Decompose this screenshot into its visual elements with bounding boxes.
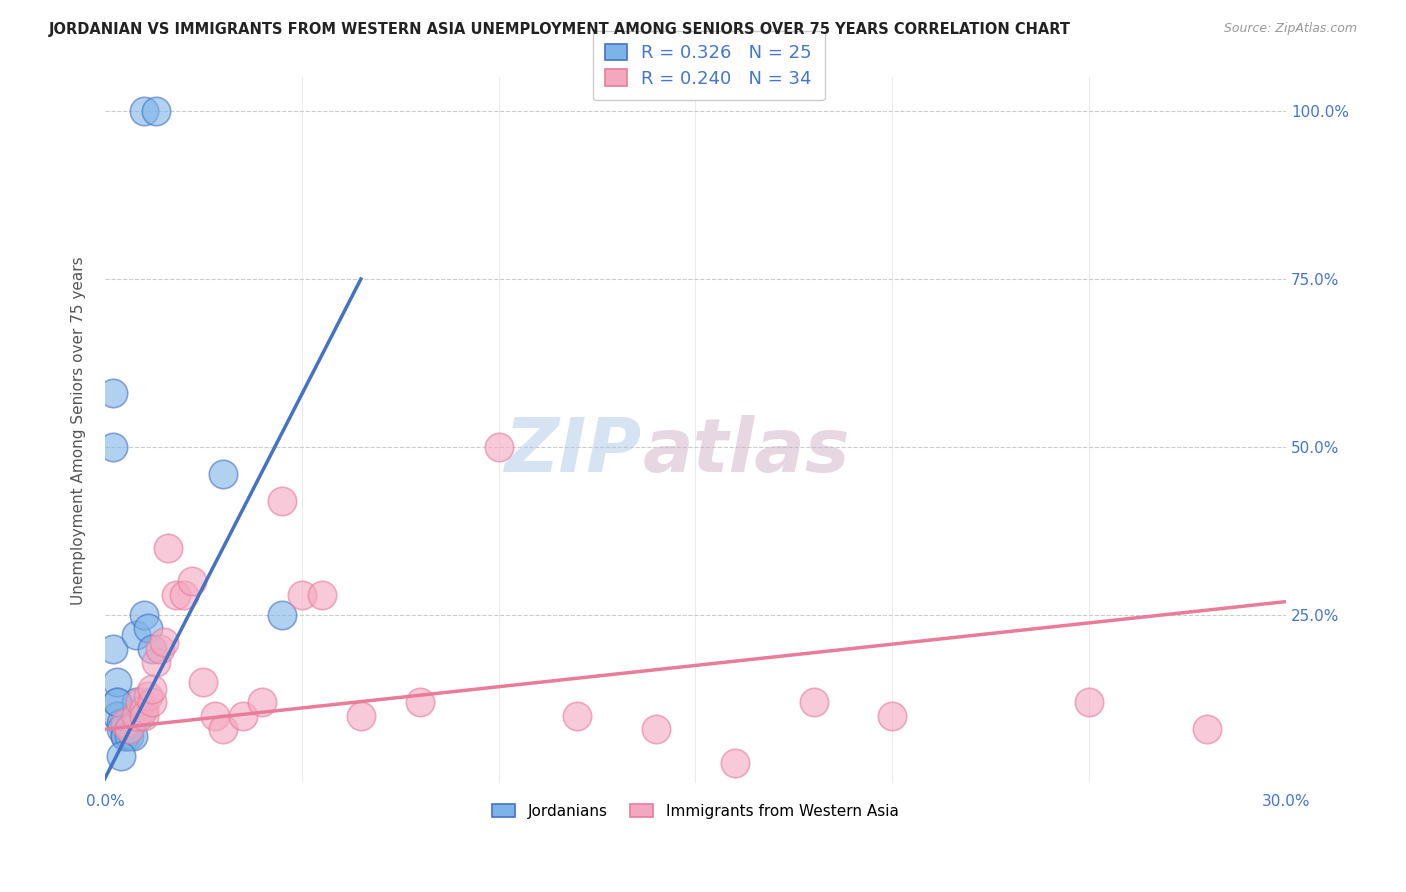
- Point: [204, 709, 226, 723]
- Point: [117, 723, 139, 737]
- Point: [136, 622, 159, 636]
- Point: [153, 635, 176, 649]
- Point: [134, 103, 156, 118]
- Point: [212, 467, 235, 481]
- Point: [101, 440, 124, 454]
- Point: [567, 709, 589, 723]
- Text: ZIP: ZIP: [505, 415, 643, 488]
- Y-axis label: Unemployment Among Seniors over 75 years: Unemployment Among Seniors over 75 years: [72, 256, 86, 605]
- Point: [101, 386, 124, 401]
- Text: Source: ZipAtlas.com: Source: ZipAtlas.com: [1223, 22, 1357, 36]
- Point: [117, 729, 139, 743]
- Point: [882, 709, 904, 723]
- Point: [145, 103, 167, 118]
- Point: [252, 695, 274, 709]
- Point: [271, 493, 294, 508]
- Point: [125, 695, 148, 709]
- Point: [350, 709, 373, 723]
- Point: [271, 608, 294, 623]
- Point: [193, 675, 215, 690]
- Point: [125, 628, 148, 642]
- Point: [156, 541, 179, 555]
- Point: [134, 709, 156, 723]
- Point: [141, 641, 163, 656]
- Text: JORDANIAN VS IMMIGRANTS FROM WESTERN ASIA UNEMPLOYMENT AMONG SENIORS OVER 75 YEA: JORDANIAN VS IMMIGRANTS FROM WESTERN ASI…: [49, 22, 1071, 37]
- Point: [129, 695, 152, 709]
- Point: [121, 729, 143, 743]
- Point: [114, 729, 136, 743]
- Point: [129, 709, 152, 723]
- Point: [105, 695, 128, 709]
- Point: [114, 715, 136, 730]
- Point: [134, 608, 156, 623]
- Point: [173, 588, 195, 602]
- Point: [165, 588, 187, 602]
- Point: [141, 695, 163, 709]
- Point: [141, 681, 163, 696]
- Point: [117, 723, 139, 737]
- Point: [232, 709, 254, 723]
- Point: [134, 702, 156, 716]
- Text: atlas: atlas: [643, 415, 849, 488]
- Point: [105, 709, 128, 723]
- Point: [149, 641, 172, 656]
- Point: [180, 574, 202, 589]
- Point: [803, 695, 825, 709]
- Point: [645, 723, 668, 737]
- Point: [105, 675, 128, 690]
- Point: [488, 440, 510, 454]
- Point: [291, 588, 314, 602]
- Point: [110, 715, 132, 730]
- Point: [311, 588, 333, 602]
- Point: [110, 749, 132, 764]
- Point: [136, 689, 159, 703]
- Point: [110, 723, 132, 737]
- Point: [212, 723, 235, 737]
- Point: [1078, 695, 1101, 709]
- Point: [125, 709, 148, 723]
- Point: [1197, 723, 1219, 737]
- Point: [724, 756, 747, 770]
- Point: [145, 655, 167, 669]
- Point: [101, 641, 124, 656]
- Point: [105, 695, 128, 709]
- Legend: Jordanians, Immigrants from Western Asia: Jordanians, Immigrants from Western Asia: [486, 797, 904, 825]
- Point: [114, 729, 136, 743]
- Point: [409, 695, 432, 709]
